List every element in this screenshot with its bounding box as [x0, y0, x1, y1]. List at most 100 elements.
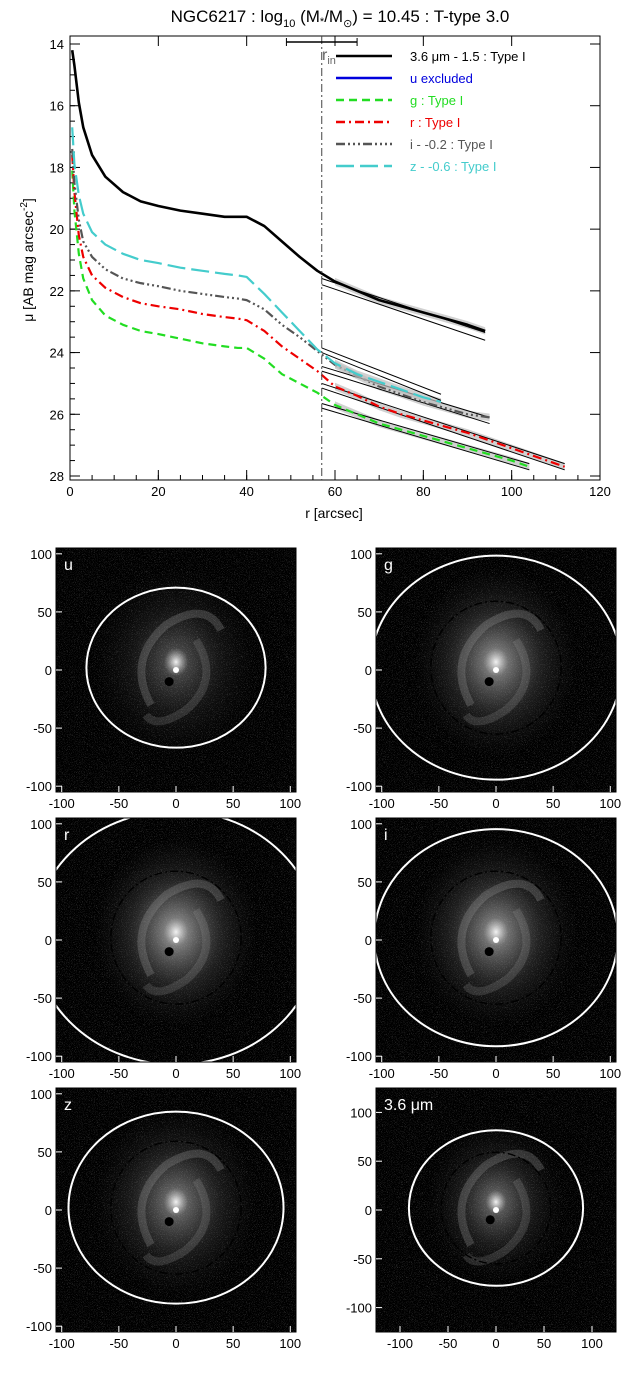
panel-x-tick-label: 0	[492, 1336, 499, 1351]
legend-label: g : Type I	[410, 93, 463, 108]
panel-label: r	[64, 827, 70, 844]
galaxy-image	[376, 1088, 616, 1332]
panel-x-tick-label: -100	[49, 796, 75, 811]
panel-label: 3.6 μm	[384, 1097, 433, 1114]
break-ellipse	[110, 1140, 242, 1275]
image-panel-0: u -100 -50 0 50 100 100 50 0 -50 -100	[26, 547, 301, 811]
galaxy-image	[56, 1088, 296, 1332]
panel-x-tick-label: 50	[546, 1066, 560, 1081]
panel-y-tick-label: -50	[353, 1252, 372, 1267]
panel-label: u	[64, 557, 73, 574]
masked-star	[484, 947, 494, 957]
galaxy-glow	[427, 1122, 565, 1282]
panel-y-tick-label: -100	[26, 1319, 52, 1334]
break-ellipse	[430, 870, 562, 1005]
y-tick-label: 20	[50, 222, 64, 237]
panel-x-tick-label: 100	[599, 796, 621, 811]
spiral-arm	[142, 637, 211, 726]
break-radius-marker: rin	[285, 36, 358, 480]
panel-y-tick-label: -100	[346, 1301, 372, 1316]
panel-label: g	[384, 557, 393, 574]
panel-y-tick-label: -50	[33, 991, 52, 1006]
x-tick-label: 40	[239, 484, 253, 499]
panel-x-tick-label: -50	[429, 796, 448, 811]
fit-line	[321, 284, 486, 341]
panel-y-tick-label: 0	[365, 663, 372, 678]
galaxy-core	[173, 1207, 179, 1213]
masked-star	[485, 1215, 495, 1225]
image-panels: u -100 -50 0 50 100 100 50 0 -50 -100 g -100 -50 0 50 10…	[26, 547, 621, 1351]
series-1	[71, 170, 530, 471]
series-4	[71, 127, 442, 406]
legend-label: 3.6 μm - 1.5 : Type I	[410, 49, 526, 64]
panel-y-tick-label: 0	[45, 933, 52, 948]
panel-y-tick-label: 0	[365, 1203, 372, 1218]
series-line	[71, 170, 530, 468]
panel-y-tick-label: 100	[30, 547, 52, 562]
series-line	[71, 127, 442, 404]
galaxy-glow	[414, 567, 578, 757]
masked-star	[164, 1217, 174, 1227]
x-tick-label: 80	[416, 484, 430, 499]
spiral-arm	[142, 1177, 211, 1266]
outer-ellipse	[85, 586, 267, 749]
y-tick-label: 14	[50, 37, 64, 52]
y-tick-label: 18	[50, 160, 64, 175]
error-band	[335, 382, 565, 471]
series-3	[71, 148, 490, 425]
spiral-arm	[462, 1177, 531, 1266]
panel-x-tick-label: 50	[226, 1066, 240, 1081]
x-tick-label: 100	[501, 484, 523, 499]
masked-star	[164, 677, 174, 687]
break-ellipse	[440, 1151, 552, 1265]
panel-x-tick-label: 50	[546, 796, 560, 811]
panel-y-tick-label: -100	[346, 779, 372, 794]
galaxy-core	[493, 667, 499, 673]
error-band	[335, 277, 486, 335]
series-2	[71, 155, 566, 471]
spiral-arm	[457, 1149, 545, 1247]
series-line	[71, 148, 490, 419]
panel-x-tick-label: 0	[492, 796, 499, 811]
galaxy-image	[56, 548, 296, 792]
panel-x-tick-label: 0	[172, 1066, 179, 1081]
panel-x-tick-label: 50	[537, 1336, 551, 1351]
panel-x-tick-label: -50	[109, 796, 128, 811]
panel-y-tick-label: 100	[30, 1087, 52, 1102]
spiral-arm	[457, 879, 545, 977]
fit-line	[321, 387, 565, 471]
image-panel-5: 3.6 μm -100 -50 0 50 100 100 50 0 -50 -100	[346, 1087, 617, 1351]
panel-y-tick-label: 50	[358, 605, 372, 620]
galaxy-core	[493, 1207, 499, 1213]
panel-x-tick-label: 0	[172, 796, 179, 811]
panel-x-tick-label: -50	[439, 1336, 458, 1351]
panel-x-tick-label: 50	[226, 796, 240, 811]
masked-star	[484, 677, 494, 687]
panel-y-tick-label: 50	[38, 875, 52, 890]
panel-x-tick-label: 50	[226, 1336, 240, 1351]
galaxy-core	[493, 937, 499, 943]
y-tick-label: 24	[50, 346, 64, 361]
spiral-arm	[462, 637, 531, 726]
panel-x-tick-label: -100	[369, 796, 395, 811]
y-tick-label: 26	[50, 407, 64, 422]
series-line	[71, 155, 566, 468]
chart-title: NGC6217 : log10 (M*/M⊙) = 10.45 : T-type…	[171, 7, 510, 30]
spiral-arm	[462, 907, 531, 996]
panel-y-tick-label: 50	[38, 1145, 52, 1160]
outer-ellipse	[67, 1110, 285, 1305]
x-tick-label: 0	[66, 484, 73, 499]
galaxy-glow	[414, 837, 578, 1027]
panel-x-tick-label: 100	[279, 796, 301, 811]
spiral-arm	[142, 907, 211, 996]
outer-ellipse	[376, 828, 616, 1048]
galaxy-glow	[94, 567, 258, 757]
panel-y-tick-label: 100	[350, 1105, 372, 1120]
series-line	[70, 49, 486, 333]
image-panel-3: i -100 -50 0 50 100 100 50 0 -50 -100	[346, 817, 621, 1081]
panel-x-tick-label: 100	[279, 1336, 301, 1351]
panel-x-tick-label: -50	[429, 1066, 448, 1081]
image-panel-2: r -100 -50 0 50 100 100 50 0 -50 -100	[26, 817, 301, 1081]
panel-y-tick-label: 100	[350, 817, 372, 832]
spiral-arm	[137, 1149, 225, 1247]
